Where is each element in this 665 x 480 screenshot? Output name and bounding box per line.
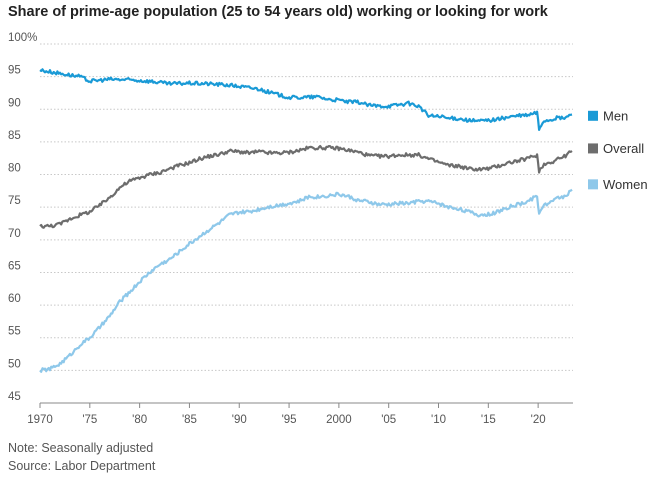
legend-swatch-overall	[588, 143, 598, 154]
x-tick-label: '05	[381, 414, 396, 426]
y-tick-label: 45	[8, 391, 21, 403]
y-tick-label: 70	[8, 228, 21, 240]
y-tick-label: 50	[8, 358, 21, 370]
x-tick-label: '75	[82, 414, 97, 426]
series-line-men	[39, 68, 573, 131]
series-lines	[39, 68, 573, 373]
y-tick-label: 90	[8, 97, 21, 109]
series-line-women	[39, 188, 573, 373]
x-tick-label: '85	[182, 414, 197, 426]
y-tick-label: 95	[8, 65, 21, 77]
x-tick-label: '20	[531, 414, 546, 426]
y-axis-ticks: 45 50 55 60 65 70 75 80 85 90 95 100%	[8, 32, 37, 403]
legend-label-women: Women	[603, 177, 648, 192]
x-tick-label: '80	[132, 414, 147, 426]
legend: Men Overall Women	[588, 108, 648, 192]
x-tick-label: '90	[232, 414, 247, 426]
y-tick-label: 80	[8, 163, 21, 175]
series-line-overall	[39, 144, 573, 229]
y-tick-label: 100%	[8, 32, 37, 44]
x-tick-label: '15	[481, 414, 496, 426]
x-tick-label: '10	[431, 414, 446, 426]
y-tick-label: 55	[8, 326, 21, 338]
chart-title: Share of prime-age population (25 to 54 …	[8, 4, 548, 20]
line-chart: 45 50 55 60 65 70 75 80 85 90 95 100% 1970 '75 '80 '85…	[8, 32, 648, 426]
legend-swatch-women	[588, 179, 598, 190]
x-tick-label: 2000	[326, 414, 352, 426]
x-tick-label: '95	[282, 414, 297, 426]
legend-label-men: Men	[603, 108, 628, 123]
x-tick-label: 1970	[27, 414, 53, 426]
legend-swatch-men	[588, 110, 598, 121]
y-tick-label: 75	[8, 195, 21, 207]
legend-label-overall: Overall	[603, 141, 644, 156]
y-tick-label: 65	[8, 260, 21, 272]
x-axis-ticks: 1970 '75 '80 '85 '90 '95 2000 '05 '10 '15 '20	[27, 402, 573, 426]
chart-source: Source: Labor Department	[8, 459, 156, 473]
y-tick-label: 60	[8, 293, 21, 305]
y-tick-label: 85	[8, 130, 21, 142]
chart-note: Note: Seasonally adjusted	[8, 441, 154, 455]
